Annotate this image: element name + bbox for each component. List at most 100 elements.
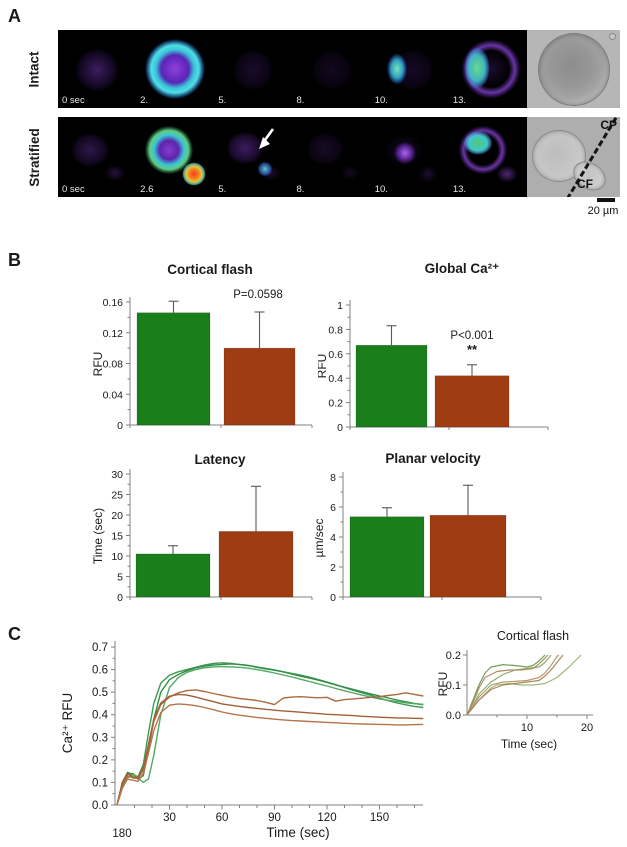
micrograph-frame-intact-1: 2. (136, 30, 215, 108)
bar-chart-svg-cortical_flash: Cortical flash RFU 0 0.04 0.08 0.12 0.16 P=0.05… (91, 262, 313, 432)
svg-text:20: 20 (111, 510, 123, 522)
svg-text:0: 0 (117, 420, 123, 432)
inset-trace-stratified-1 (466, 654, 549, 716)
svg-text:Time (sec): Time (sec) (91, 508, 105, 564)
svg-text:0.4: 0.4 (92, 710, 109, 722)
micrograph-frame-intact-2: 5. (214, 30, 293, 108)
svg-text:Global Ca²⁺: Global Ca²⁺ (425, 261, 500, 276)
svg-text:10: 10 (111, 551, 123, 563)
inset-trace-intact-1 (466, 654, 546, 716)
svg-text:0.12: 0.12 (103, 328, 124, 340)
bar-chart-latency: Latency Time (sec) 0 5 10 15 20 25 30 (62, 450, 314, 632)
svg-text:0.7: 0.7 (92, 642, 108, 654)
svg-text:6: 6 (330, 502, 336, 514)
bar-chart-cortical-flash: Cortical flash RFU 0 0.04 0.08 0.12 0.16 P=0.05… (62, 258, 314, 440)
svg-text:10: 10 (521, 722, 533, 734)
svg-text:Time (sec): Time (sec) (501, 737, 557, 751)
svg-text:0: 0 (330, 592, 336, 604)
svg-text:0: 0 (117, 592, 123, 604)
line-charts-svg: 0.0 0.1 0.2 0.3 0.4 0.5 0.6 0.7 30 60 90 120 150 180 T… (60, 629, 593, 840)
svg-text:15: 15 (111, 531, 123, 543)
micrograph-frame-intact-5: 13. (448, 30, 528, 108)
svg-text:0.04: 0.04 (103, 389, 124, 401)
brightfield-intact (527, 30, 620, 108)
svg-text:120: 120 (317, 812, 336, 824)
frame-timestamp: 2. (140, 95, 149, 106)
svg-text:Ca²⁺ RFU: Ca²⁺ RFU (60, 693, 75, 753)
svg-text:0.1: 0.1 (92, 777, 108, 789)
svg-text:60: 60 (216, 812, 229, 824)
bar-stratified (223, 347, 296, 426)
svg-text:20: 20 (581, 722, 593, 734)
svg-text:Planar velocity: Planar velocity (385, 451, 481, 466)
inset-trace-stratified-2 (466, 654, 560, 716)
scale-bar-label: 20 µm (587, 205, 619, 217)
bar-stratified (434, 375, 510, 428)
bar-chart-planar-velocity: Planar velocity µm/sec 0 2 4 6 8 (315, 450, 571, 632)
svg-text:Cortical flash: Cortical flash (167, 262, 253, 277)
micrograph-frame-intact-0: 0 sec (58, 30, 137, 108)
svg-text:0: 0 (337, 422, 343, 434)
svg-text:180: 180 (112, 828, 131, 840)
svg-text:**: ** (467, 342, 478, 357)
scale-bar (597, 198, 615, 202)
row-label-intact: Intact (16, 30, 52, 108)
panel-a-label: A (8, 6, 21, 26)
frame-timestamp: 5. (218, 184, 227, 195)
micrograph-frame-intact-3: 8. (292, 30, 371, 108)
micrograph-strip-stratified: 0 sec 2.6 5. 8. 10. 13. (58, 117, 528, 197)
svg-text:8: 8 (330, 472, 336, 484)
arrow-icon (259, 127, 275, 149)
svg-text:0.08: 0.08 (103, 359, 124, 371)
svg-text:90: 90 (268, 812, 281, 824)
svg-text:P=0.0598: P=0.0598 (233, 289, 283, 301)
label-cf: CF (577, 177, 593, 191)
svg-text:0.2: 0.2 (446, 650, 461, 662)
svg-text:30: 30 (163, 812, 176, 824)
svg-text:Cortical flash: Cortical flash (497, 629, 569, 643)
bar-stratified (218, 531, 294, 598)
bar-intact (135, 553, 211, 598)
panel-c-label: C (8, 624, 21, 644)
svg-text:0.4: 0.4 (328, 373, 343, 385)
inset-trace-stratified-3 (466, 654, 564, 716)
trace-stratified-2 (116, 693, 424, 806)
svg-text:0.2: 0.2 (328, 398, 343, 410)
inset-trace-intact-2 (466, 654, 552, 716)
svg-text:P<0.001: P<0.001 (450, 330, 493, 342)
svg-text:0.0: 0.0 (446, 710, 461, 722)
svg-text:µm/sec: µm/sec (315, 519, 326, 558)
bar-chart-global-ca: Global Ca²⁺ RFU 0 0.2 0.4 0.6 0.8 1 P<0.001 ** (318, 258, 574, 440)
brightfield-stratified: CP CF (527, 117, 620, 197)
micrograph-frame-stratified-0: 0 sec (58, 117, 137, 197)
oocyte-brightfield-image (538, 33, 610, 106)
svg-text:RFU: RFU (318, 354, 329, 379)
svg-text:1: 1 (337, 300, 343, 312)
svg-text:0.5: 0.5 (92, 687, 108, 699)
micrograph-frame-stratified-4: 10. (370, 117, 449, 197)
bar-intact (349, 516, 425, 598)
micrograph-frame-stratified-1: 2.6 (136, 117, 215, 197)
svg-text:Latency: Latency (194, 452, 246, 467)
frame-timestamp: 8. (296, 184, 305, 195)
trace-intact-1 (116, 662, 424, 806)
frame-timestamp: 10. (374, 184, 388, 195)
svg-text:0.6: 0.6 (92, 665, 108, 677)
svg-text:0.2: 0.2 (92, 755, 108, 767)
svg-text:0.6: 0.6 (328, 349, 343, 361)
svg-text:5: 5 (117, 572, 123, 584)
trace-intact-2 (116, 663, 424, 806)
svg-text:150: 150 (370, 812, 389, 824)
bar-chart-svg-planar_velocity: Planar velocity µm/sec 0 2 4 6 8 (315, 451, 542, 604)
inset-trace-intact-3 (466, 654, 582, 716)
frame-timestamp: 5. (218, 95, 227, 106)
trace-stratified-3 (116, 703, 424, 806)
svg-text:0.3: 0.3 (92, 732, 108, 744)
svg-text:RFU: RFU (436, 672, 450, 697)
micrograph-frame-intact-4: 10. (370, 30, 449, 108)
frame-timestamp: 10. (374, 95, 388, 106)
svg-text:0.0: 0.0 (92, 800, 108, 812)
bar-intact (136, 312, 211, 426)
micrograph-frame-stratified-2: 5. (214, 117, 293, 197)
